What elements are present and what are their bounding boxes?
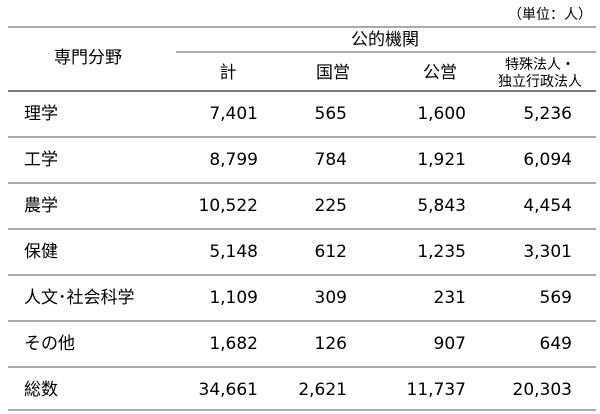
row-label: 総数: [24, 380, 58, 400]
header-group: 公的機関: [351, 30, 419, 50]
cell: 907: [434, 334, 466, 354]
cell: 5,236: [523, 104, 572, 124]
row-label: 人文･社会科学: [24, 288, 135, 308]
cell: 231: [434, 288, 466, 308]
header-field: 専門分野: [54, 48, 122, 68]
cell: 11,737: [407, 380, 466, 400]
cell: 309: [315, 288, 347, 308]
cell: 7,401: [209, 104, 258, 124]
row-label: その他: [24, 334, 75, 354]
cell: 4,454: [523, 196, 572, 216]
cell: 784: [315, 150, 347, 170]
unit-note: （単位：人）: [508, 7, 592, 23]
column-header: 計: [220, 63, 237, 83]
cell: 1,921: [417, 150, 466, 170]
cell: 1,235: [417, 242, 466, 262]
cell: 3,301: [523, 242, 572, 262]
row-label: 農学: [24, 196, 58, 216]
column-header: 公営: [423, 63, 457, 83]
cell: 565: [315, 104, 347, 124]
column-header: 独立行政法人: [498, 74, 582, 90]
row-label: 保健: [24, 242, 58, 262]
cell: 569: [540, 288, 572, 308]
cell: 225: [315, 196, 347, 216]
cell: 6,094: [523, 150, 572, 170]
cell: 1,682: [209, 334, 258, 354]
column-header: 国営: [316, 63, 350, 83]
cell: 2,621: [298, 380, 347, 400]
cell: 20,303: [513, 380, 572, 400]
row-label: 工学: [24, 150, 58, 170]
column-header: 特殊法人・: [505, 57, 575, 73]
cell: 34,661: [199, 380, 258, 400]
cell: 8,799: [209, 150, 258, 170]
cell: 5,843: [417, 196, 466, 216]
cell: 1,109: [209, 288, 258, 308]
cell: 649: [540, 334, 572, 354]
cell: 126: [315, 334, 347, 354]
row-label: 理学: [24, 104, 58, 124]
cell: 1,600: [417, 104, 466, 124]
cell: 10,522: [199, 196, 258, 216]
cell: 612: [315, 242, 347, 262]
cell: 5,148: [209, 242, 258, 262]
